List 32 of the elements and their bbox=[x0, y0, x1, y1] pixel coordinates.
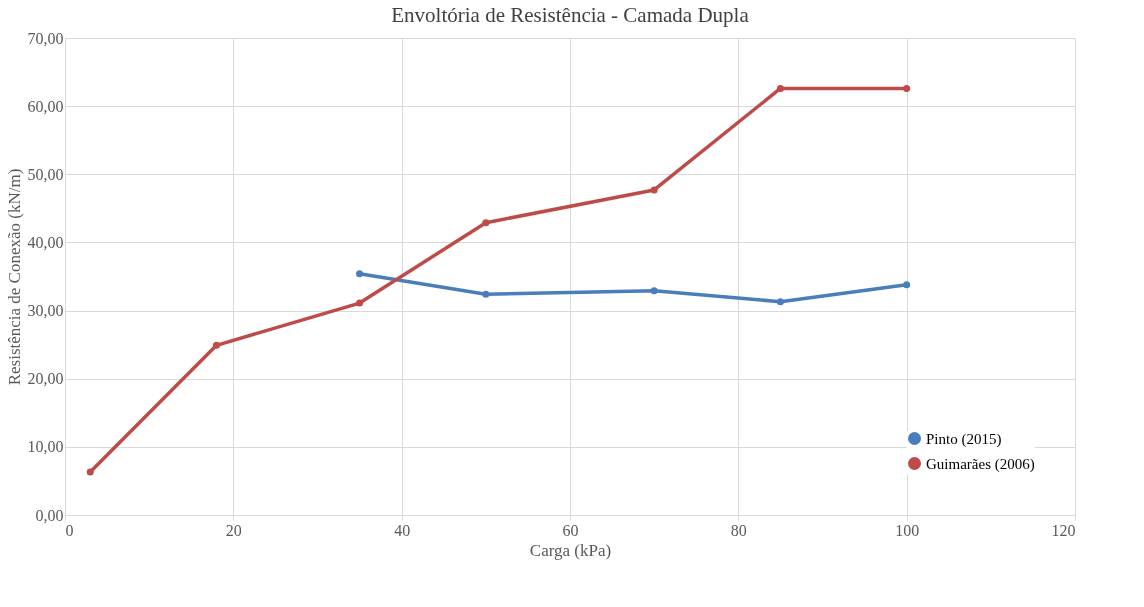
point bbox=[212, 341, 221, 349]
y-tick-label: 50,00 bbox=[27, 165, 64, 183]
x-tick-label: 0 bbox=[65, 521, 74, 539]
point bbox=[356, 299, 364, 307]
y-tick-label: 40,00 bbox=[27, 233, 64, 251]
point bbox=[903, 281, 911, 289]
y-tick-label: 0,00 bbox=[35, 506, 64, 524]
point bbox=[86, 468, 94, 476]
point bbox=[356, 270, 364, 278]
x-tick-label: 60 bbox=[562, 521, 579, 539]
y-tick-label: 20,00 bbox=[27, 370, 64, 388]
y-axis-title: Resistência de Conexão (kN/m) bbox=[4, 168, 24, 386]
x-axis-title: Carga (kPa) bbox=[529, 540, 612, 560]
y-tick-label: 10,00 bbox=[27, 438, 64, 456]
legend-label: Guimarães (2006) bbox=[926, 455, 1035, 473]
point bbox=[482, 219, 490, 227]
y-tick-label: 60,00 bbox=[27, 97, 64, 115]
point bbox=[650, 287, 658, 295]
y-tick-label: 30,00 bbox=[27, 302, 64, 320]
point bbox=[776, 298, 784, 306]
x-tick-label: 80 bbox=[730, 521, 747, 539]
x-tick-label: 20 bbox=[225, 521, 242, 539]
point bbox=[903, 84, 911, 92]
chart-title: Envoltória de Resistência - Camada Dupla bbox=[391, 3, 750, 27]
x-tick-label: 40 bbox=[394, 521, 411, 539]
y-tick-label: 70,00 bbox=[27, 29, 64, 47]
point bbox=[650, 186, 658, 194]
point bbox=[776, 84, 784, 92]
x-tick-label: 120 bbox=[1051, 521, 1076, 539]
legend-label: Pinto (2015) bbox=[926, 430, 1002, 448]
x-tick-label: 100 bbox=[895, 521, 920, 539]
point bbox=[482, 290, 490, 298]
